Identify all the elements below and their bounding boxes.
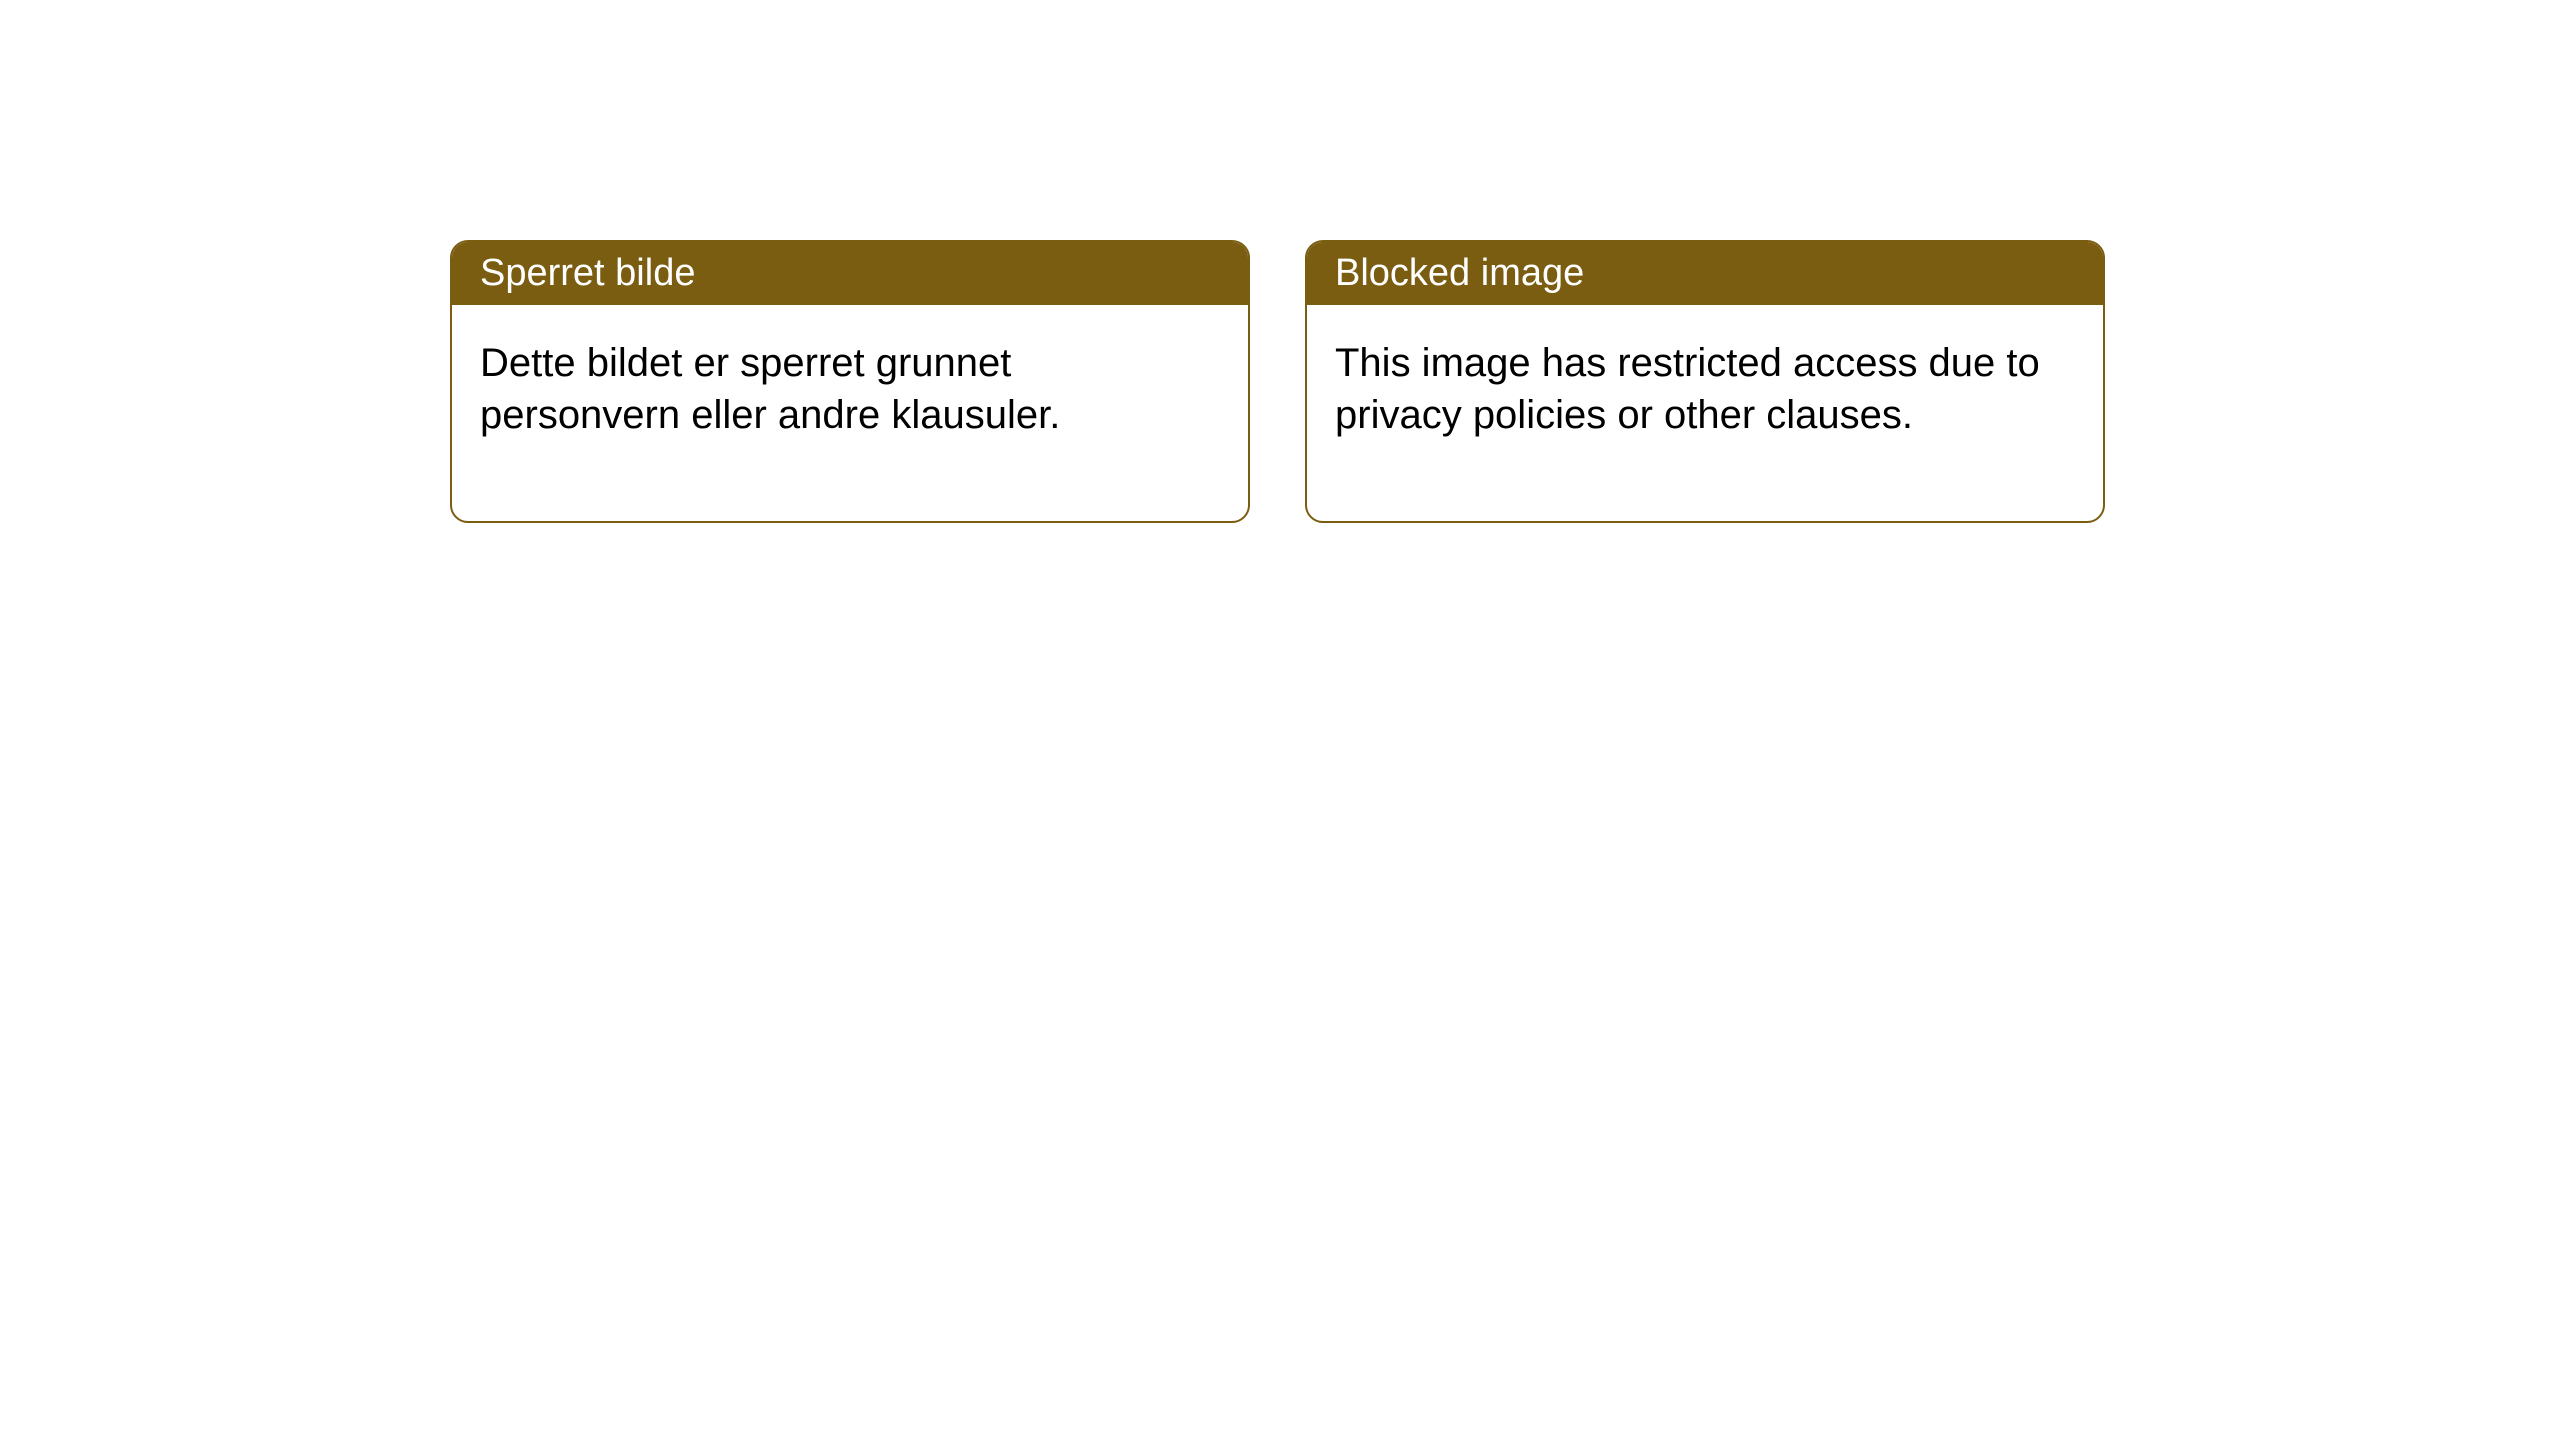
card-header: Sperret bilde	[452, 242, 1248, 305]
card-title: Sperret bilde	[480, 252, 695, 294]
notice-card-english: Blocked image This image has restricted …	[1305, 240, 2105, 523]
card-body: Dette bildet er sperret grunnet personve…	[452, 305, 1248, 521]
card-body: This image has restricted access due to …	[1307, 305, 2103, 521]
notice-container: Sperret bilde Dette bildet er sperret gr…	[450, 240, 2105, 523]
card-body-text: This image has restricted access due to …	[1335, 341, 2040, 437]
notice-card-norwegian: Sperret bilde Dette bildet er sperret gr…	[450, 240, 1250, 523]
card-header: Blocked image	[1307, 242, 2103, 305]
card-body-text: Dette bildet er sperret grunnet personve…	[480, 341, 1060, 437]
card-title: Blocked image	[1335, 252, 1584, 294]
